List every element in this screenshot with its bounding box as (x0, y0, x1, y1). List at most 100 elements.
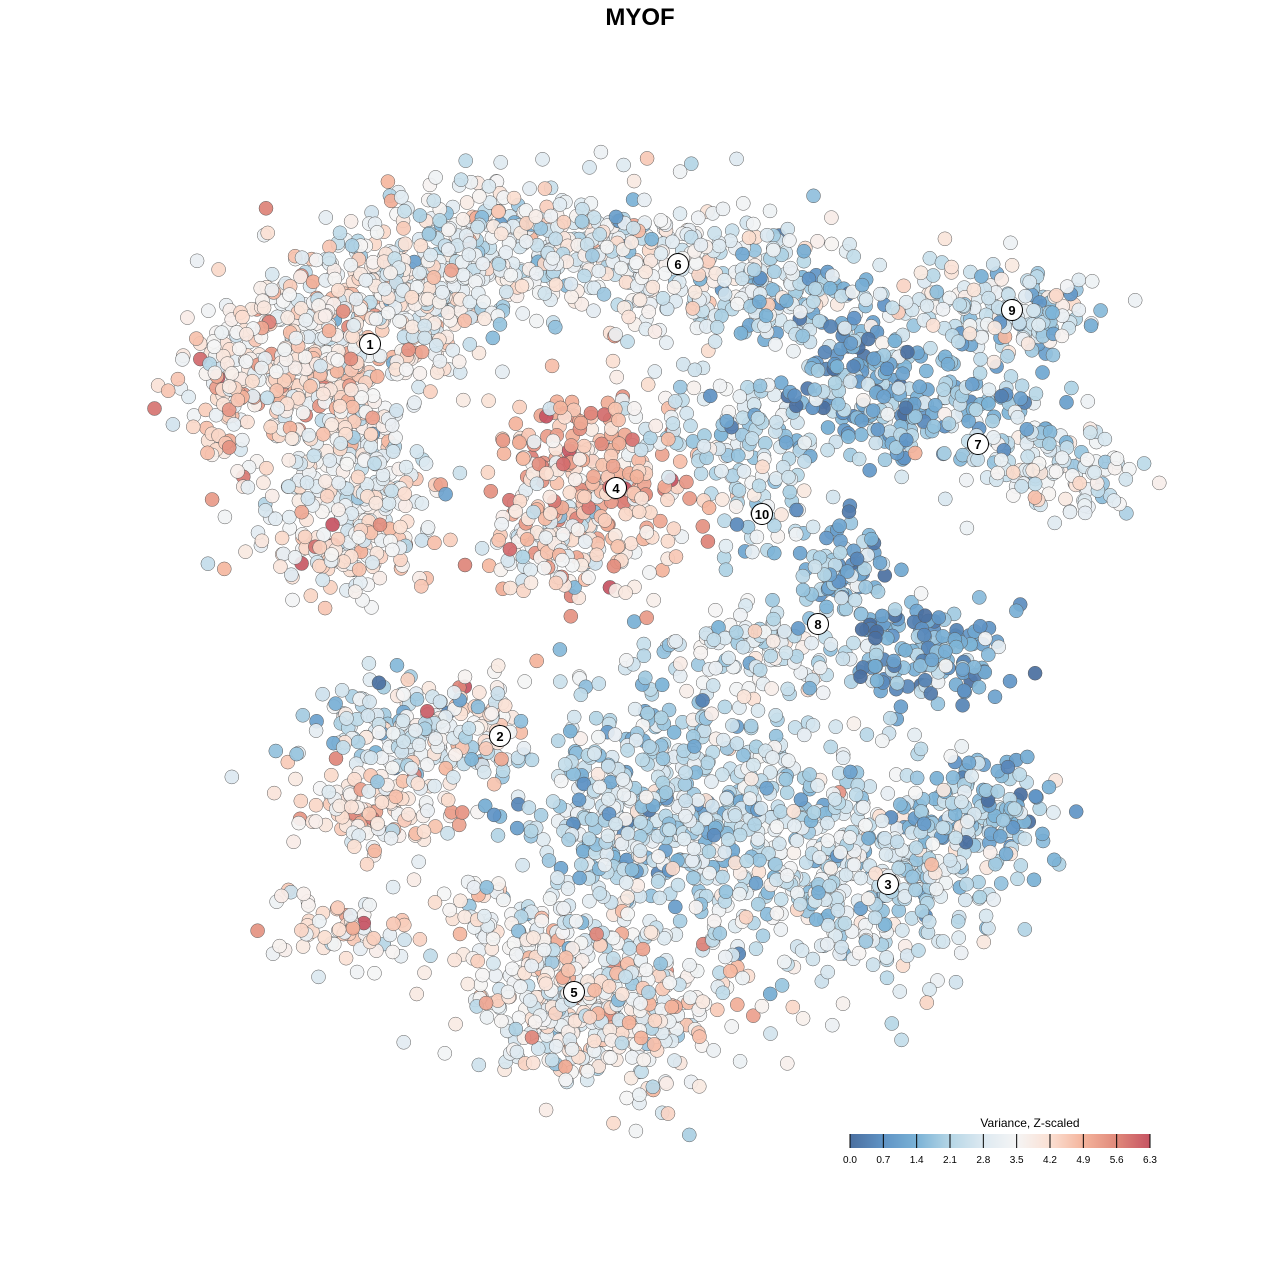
data-point (217, 561, 232, 577)
data-point (420, 757, 435, 772)
data-point (929, 771, 945, 786)
data-point (456, 392, 471, 408)
data-point (660, 492, 675, 508)
data-point (732, 389, 748, 404)
data-point (207, 365, 223, 381)
data-point (1026, 303, 1041, 318)
data-point (470, 953, 485, 969)
data-point (385, 879, 401, 895)
data-point (409, 444, 425, 459)
data-point (679, 406, 694, 421)
data-point (764, 681, 779, 696)
data-point (823, 637, 839, 652)
data-point (296, 886, 311, 902)
data-point (502, 542, 518, 557)
data-point (282, 509, 297, 525)
data-point (451, 354, 467, 369)
data-point (966, 282, 982, 298)
data-point (747, 817, 762, 832)
data-point (1003, 235, 1018, 251)
data-point (312, 540, 327, 555)
data-point (351, 562, 367, 577)
data-point (490, 686, 506, 701)
data-point (891, 380, 906, 396)
data-point (768, 471, 784, 486)
data-point (626, 173, 642, 189)
data-point (693, 466, 709, 481)
data-point (1028, 789, 1043, 804)
data-point (721, 650, 736, 666)
data-point (618, 585, 633, 600)
data-point (865, 403, 881, 418)
data-point (1035, 826, 1050, 842)
data-point (538, 530, 554, 545)
data-point (861, 331, 876, 347)
data-point (472, 189, 487, 204)
data-point (1097, 431, 1113, 447)
data-point (513, 713, 529, 729)
data-point (440, 792, 456, 808)
data-point (452, 465, 468, 481)
data-point (781, 469, 796, 485)
data-point (1106, 493, 1122, 508)
data-point (641, 304, 656, 320)
data-point (586, 469, 601, 484)
data-point (339, 456, 355, 472)
data-point (418, 456, 434, 471)
data-point (238, 544, 253, 559)
data-point (875, 733, 890, 749)
data-point (313, 358, 328, 374)
data-point (769, 906, 785, 921)
data-point (1028, 386, 1044, 402)
data-point (345, 920, 361, 936)
data-point (539, 466, 554, 481)
data-point (574, 857, 589, 872)
data-point (751, 478, 767, 494)
data-point (673, 656, 688, 671)
data-point (608, 327, 623, 342)
data-point (593, 144, 609, 160)
data-point (553, 773, 569, 789)
data-point (835, 651, 851, 667)
data-point (773, 922, 789, 937)
data-point (777, 954, 792, 970)
data-point (286, 834, 301, 850)
data-point (717, 844, 733, 860)
data-point (835, 750, 851, 766)
data-point (315, 686, 330, 702)
data-point (623, 536, 639, 551)
data-point (847, 592, 863, 608)
data-point (729, 517, 745, 532)
data-point (618, 506, 633, 522)
data-point (607, 727, 623, 742)
data-point (762, 986, 778, 1002)
data-point (668, 549, 684, 564)
data-point (958, 892, 973, 908)
data-point (343, 351, 359, 367)
data-point (642, 565, 657, 580)
data-point (564, 289, 579, 304)
data-point (1000, 759, 1016, 775)
data-point (224, 769, 240, 785)
data-point (512, 435, 527, 450)
data-point (667, 1053, 682, 1068)
data-point (894, 562, 909, 578)
data-point (1083, 425, 1098, 440)
data-point (175, 352, 190, 367)
data-point (1072, 475, 1087, 491)
data-point (591, 676, 607, 691)
data-point (548, 319, 563, 335)
data-point (931, 610, 947, 625)
data-point (758, 436, 773, 451)
data-point (562, 485, 578, 500)
data-point (435, 285, 450, 300)
data-point (746, 757, 761, 773)
data-point (591, 263, 607, 279)
data-point (383, 265, 398, 281)
data-point (553, 400, 568, 416)
data-point (513, 979, 528, 994)
data-point (684, 156, 699, 171)
chart-title: MYOF (605, 4, 675, 31)
data-point (556, 214, 572, 230)
data-point (893, 699, 909, 714)
